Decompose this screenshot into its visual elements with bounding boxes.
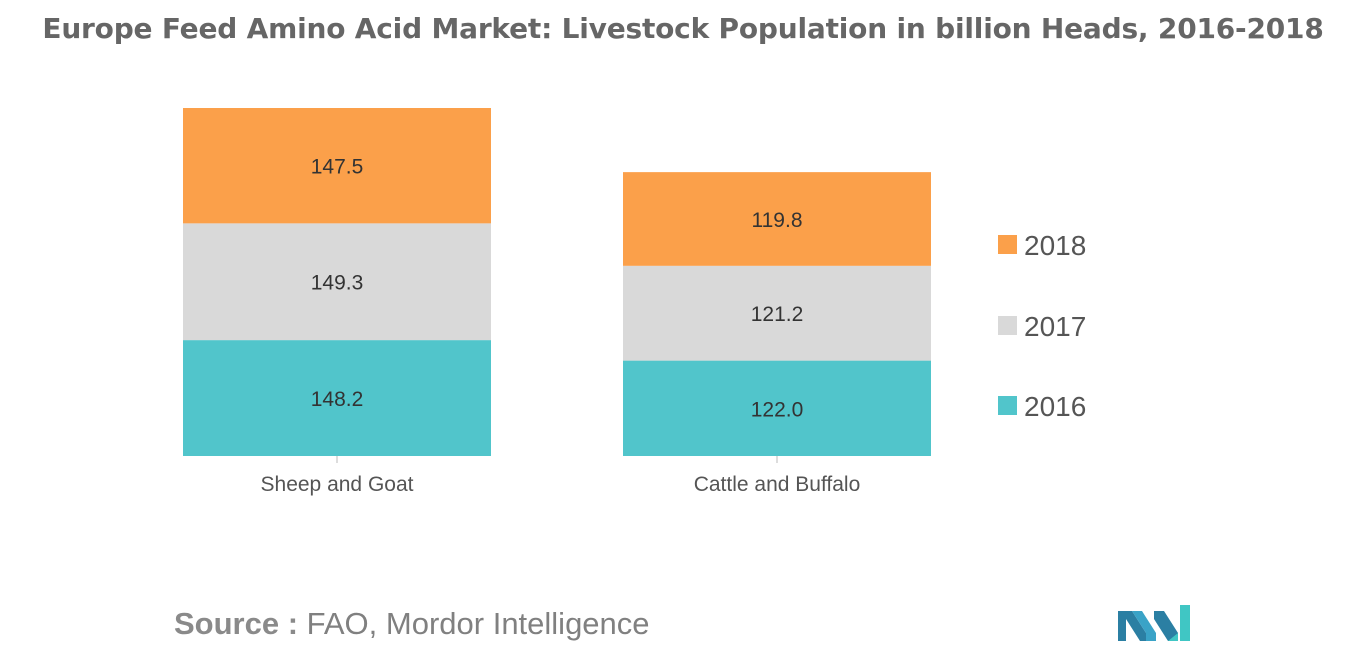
legend-label-2016: 2016 <box>1024 391 1086 422</box>
bar-segment-2016-0 <box>183 340 491 456</box>
stacked-bar-chart: 148.2 149.3 147.5 Sheep and Goat 122.0 121.2 1… <box>183 108 1086 496</box>
bar-segment-2016-1 <box>623 360 931 456</box>
bar-segment-2018-0 <box>183 108 491 224</box>
data-label-2017-1: 121.2 <box>751 303 804 326</box>
category-label-0: Sheep and Goat <box>261 473 414 496</box>
source-text: FAO, Mordor Intelligence <box>306 606 650 641</box>
data-label-2017-0: 149.3 <box>311 272 364 295</box>
data-label-2016-1: 122.0 <box>751 398 804 421</box>
category-label-1: Cattle and Buffalo <box>694 473 861 496</box>
chart-title: Europe Feed Amino Acid Market: Livestock… <box>42 12 1324 45</box>
data-label-2018-1: 119.8 <box>752 209 803 232</box>
mordor-intelligence-logo-icon <box>1118 605 1190 641</box>
data-label-2018-0: 147.5 <box>311 156 364 179</box>
source-label: Source : <box>174 606 299 641</box>
bar-segment-2017-0 <box>183 223 491 341</box>
legend-label-2018: 2018 <box>1024 230 1086 261</box>
data-label-2016-0: 148.2 <box>311 388 364 411</box>
legend-swatch-2016 <box>998 396 1017 415</box>
legend-label-2017: 2017 <box>1024 311 1086 342</box>
bar-segment-2017-1 <box>623 265 931 361</box>
bar-segment-2018-1 <box>623 172 931 266</box>
legend-swatch-2018 <box>998 235 1017 254</box>
source-note: Source : FAO, Mordor Intelligence <box>174 606 650 642</box>
legend-swatch-2017 <box>998 316 1017 335</box>
